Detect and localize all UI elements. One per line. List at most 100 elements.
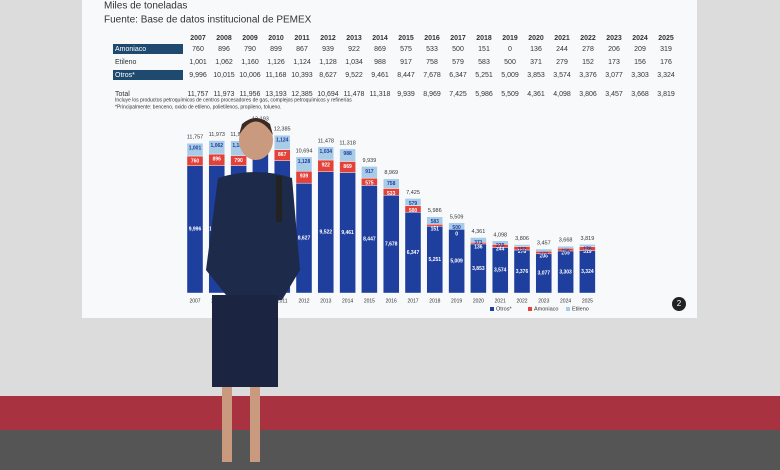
bar-total: 11,318 [339,140,355,146]
bar-label: 1,128 [298,159,311,165]
table-row-label: Etileno [115,59,137,66]
bar-label: 1,001 [189,146,202,152]
bar-segment [339,148,356,162]
x-tick-label: 2007 [189,298,200,304]
table-cell: 869 [374,46,386,53]
bar-total: 10,694 [296,148,313,154]
bar-label: 917 [365,169,374,175]
table-cell: 9,522 [345,72,363,79]
bar-label: 1,160 [232,143,245,149]
table-year: 2018 [476,35,492,42]
bar-label: 279 [496,243,505,249]
table-cell: 917 [400,59,412,66]
bar-label: 176 [583,247,592,253]
x-tick-label: 2012 [298,298,309,304]
total-row-label: Total [115,91,130,98]
table-cell: 583 [478,59,490,66]
bar-label: 1,062 [211,143,224,149]
x-tick-label: 2018 [429,298,440,304]
table-cell: 8,627 [319,72,337,79]
table-cell: 371 [530,59,542,66]
bar-label: 869 [343,164,352,170]
table-cell: 3,303 [631,72,649,79]
table-cell: 1,126 [267,59,285,66]
bar-segment [361,166,378,179]
table-year: 2012 [320,35,336,42]
bar-label: 583 [431,219,440,225]
bar-label: 3,077 [538,271,551,277]
bar-total: 11,956 [230,132,246,138]
bar-label: 575 [365,180,374,186]
bar-total: 11,757 [187,135,203,141]
bar-label: 319 [583,249,592,255]
bar-label: 9,522 [320,230,333,236]
table-cell: 1,034 [345,59,363,66]
x-tick-label: 2024 [560,298,571,304]
x-tick-label: 2025 [582,298,593,304]
bar-segment [535,248,552,252]
bar-total: 4,098 [493,232,507,238]
table-cell: 278 [582,46,594,53]
note: *Principalmente: benceno, oxido de etile… [115,104,282,110]
bar-label: 136 [474,245,483,251]
table-cell: 1,160 [241,59,259,66]
table-cell: 0 [508,46,512,53]
table-row-label: Otros* [115,72,135,79]
bar-label: 500 [452,225,461,231]
table-cell: 922 [348,46,360,53]
table-total: 11,757 [188,91,209,98]
table-cell: 3,853 [527,72,545,79]
table-cell: 939 [322,46,334,53]
table-cell: 575 [400,46,412,53]
row-label-bg [113,70,183,80]
bar-label: 206 [540,254,549,260]
legend-swatch [566,307,570,311]
table-cell: 500 [452,46,464,53]
table-cell: 3,376 [579,72,597,79]
note: Incluye los productos petroquímicos de c… [115,97,352,103]
legend-swatch [528,307,532,311]
table-year: 2014 [372,35,388,42]
table-year: 2016 [424,35,440,42]
table-cell: 3,574 [553,72,571,79]
table-cell: 7,678 [423,72,441,79]
bar-label: 760 [191,158,200,164]
bar-segment [426,216,443,225]
bar-label: 533 [387,191,396,197]
table-cell: 279 [556,59,568,66]
bar-label: 151 [431,227,440,233]
bar-label: 9,996 [189,227,202,233]
hair [239,118,273,135]
bar-label: 988 [343,151,352,157]
table-year: 2025 [658,35,674,42]
table-cell: 1,062 [215,59,233,66]
bar-label: 500 [409,208,418,214]
x-tick-label: 2021 [495,298,506,304]
bar-label: 3,376 [516,269,529,275]
bar-label: 790 [234,158,243,164]
table-year: 2019 [502,35,518,42]
bar-segment [317,146,334,161]
skirt [212,295,278,387]
bar-total: 5,509 [450,214,464,220]
table-year: 2009 [242,35,258,42]
bar-label: 896 [213,156,222,162]
page-badge [672,297,686,311]
legend-label: Etileno [572,306,589,312]
table-cell: 151 [478,46,490,53]
table-cell: 899 [270,46,282,53]
table-cell: 6,347 [449,72,467,79]
table-total: 10,694 [317,91,339,98]
x-tick-label: 2020 [473,298,484,304]
table-year: 2013 [346,35,362,42]
bar-total: 9,939 [363,158,377,164]
table-cell: 152 [582,59,594,66]
table-year: 2010 [268,35,284,42]
bar-label: 3,853 [472,266,485,272]
x-tick-label: 2017 [407,298,418,304]
table-year: 2020 [528,35,544,42]
bar-segment [274,135,291,150]
table-cell: 896 [218,46,230,53]
table-total: 5,986 [475,91,493,98]
bar-total: 3,819 [581,236,595,242]
